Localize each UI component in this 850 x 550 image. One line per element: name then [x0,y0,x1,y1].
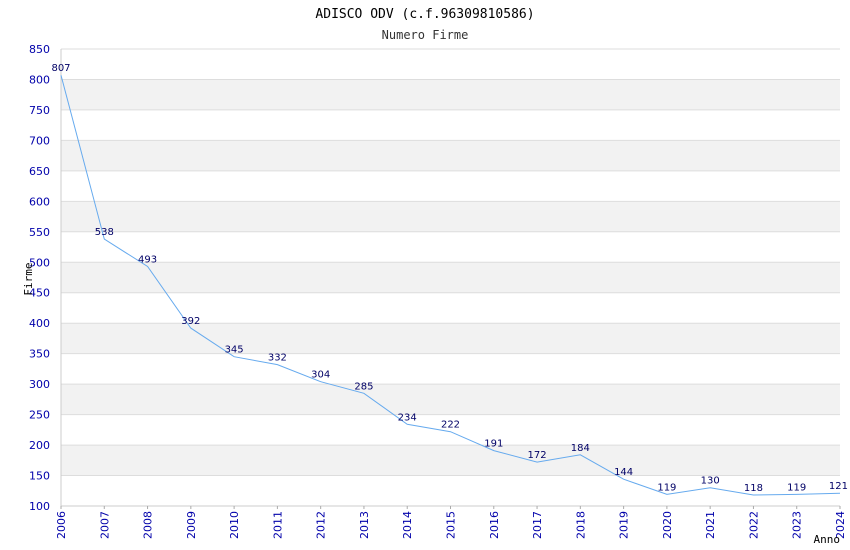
x-tick-label: 2024 [834,511,847,539]
chart-subtitle: Numero Firme [382,28,469,42]
x-tick-label: 2021 [704,511,717,539]
x-tick-label: 2018 [574,511,587,539]
y-tick-label: 500 [29,256,50,269]
x-tick-labels: 2006 2007 2008 2009 2010 2011 2012 2013 2014 2015… [55,511,847,539]
x-tick-label: 2016 [488,511,501,539]
x-tick-label: 2011 [271,511,284,539]
data-label: 538 [95,227,114,238]
series-line [60,75,841,496]
x-tick-label: 2013 [358,511,371,539]
data-label: 119 [787,482,806,493]
data-label: 285 [354,381,373,392]
y-tick-label: 200 [29,439,50,452]
y-tick-label: 600 [29,195,50,208]
grid-band [61,140,840,171]
grid-band [61,384,840,415]
y-tick-label: 800 [29,73,50,86]
data-label: 222 [441,420,460,431]
x-tick-label: 2012 [315,511,328,539]
x-tick-label: 2014 [401,511,414,539]
x-tick-label: 2017 [531,511,544,539]
data-labels: 807 538 493 392 345 332 304 285 234 222 191 172 184 1… [51,63,848,494]
data-label: 332 [268,353,287,364]
x-tick-label: 2006 [55,511,68,539]
axes [60,49,841,509]
y-axis-title: Firme [22,262,35,295]
x-tick-label: 2007 [98,511,111,539]
data-label: 130 [701,476,720,487]
x-tick-label: 2009 [185,511,198,539]
data-label: 118 [744,483,763,494]
grid-bands [61,79,840,476]
data-label: 493 [138,255,157,266]
x-tick-label: 2022 [747,511,760,539]
y-tick-label: 150 [29,470,50,483]
data-label: 392 [181,316,200,327]
y-tick-labels: 100 150 200 250 300 350 400 450 500 550 600 650 700 7… [29,43,50,513]
y-tick-label: 700 [29,134,50,147]
grid-band [61,445,840,476]
y-tick-label: 100 [29,500,50,513]
x-tick-label: 2019 [618,511,631,539]
grid-band [61,79,840,110]
y-tick-label: 400 [29,317,50,330]
data-label: 144 [614,467,633,478]
gridlines [61,48,840,507]
data-label: 807 [51,63,70,74]
data-label: 184 [571,443,590,454]
x-tick-label: 2008 [142,511,155,539]
x-tick-label: 2015 [445,511,458,539]
y-tick-label: 350 [29,348,50,361]
y-tick-label: 250 [29,409,50,422]
data-label: 304 [311,370,330,381]
x-tick-label: 2020 [661,511,674,539]
grid-band [61,201,840,232]
y-tick-label: 450 [29,287,50,300]
data-label: 191 [484,439,503,450]
data-label: 172 [528,450,547,461]
chart-title: ADISCO ODV (c.f.96309810586) [315,7,534,22]
data-label: 345 [225,345,244,356]
y-tick-label: 300 [29,378,50,391]
x-tick-label: 2010 [228,511,241,539]
data-label: 119 [657,482,676,493]
y-tick-label: 650 [29,165,50,178]
x-tick-label: 2023 [791,511,804,539]
x-axis-title: Anno [814,533,841,546]
grid-band [61,323,840,354]
grid-band [61,262,840,293]
y-tick-label: 850 [29,43,50,56]
data-label: 121 [829,481,848,492]
y-tick-label: 550 [29,226,50,239]
y-tick-label: 750 [29,104,50,117]
data-label: 234 [398,412,417,423]
